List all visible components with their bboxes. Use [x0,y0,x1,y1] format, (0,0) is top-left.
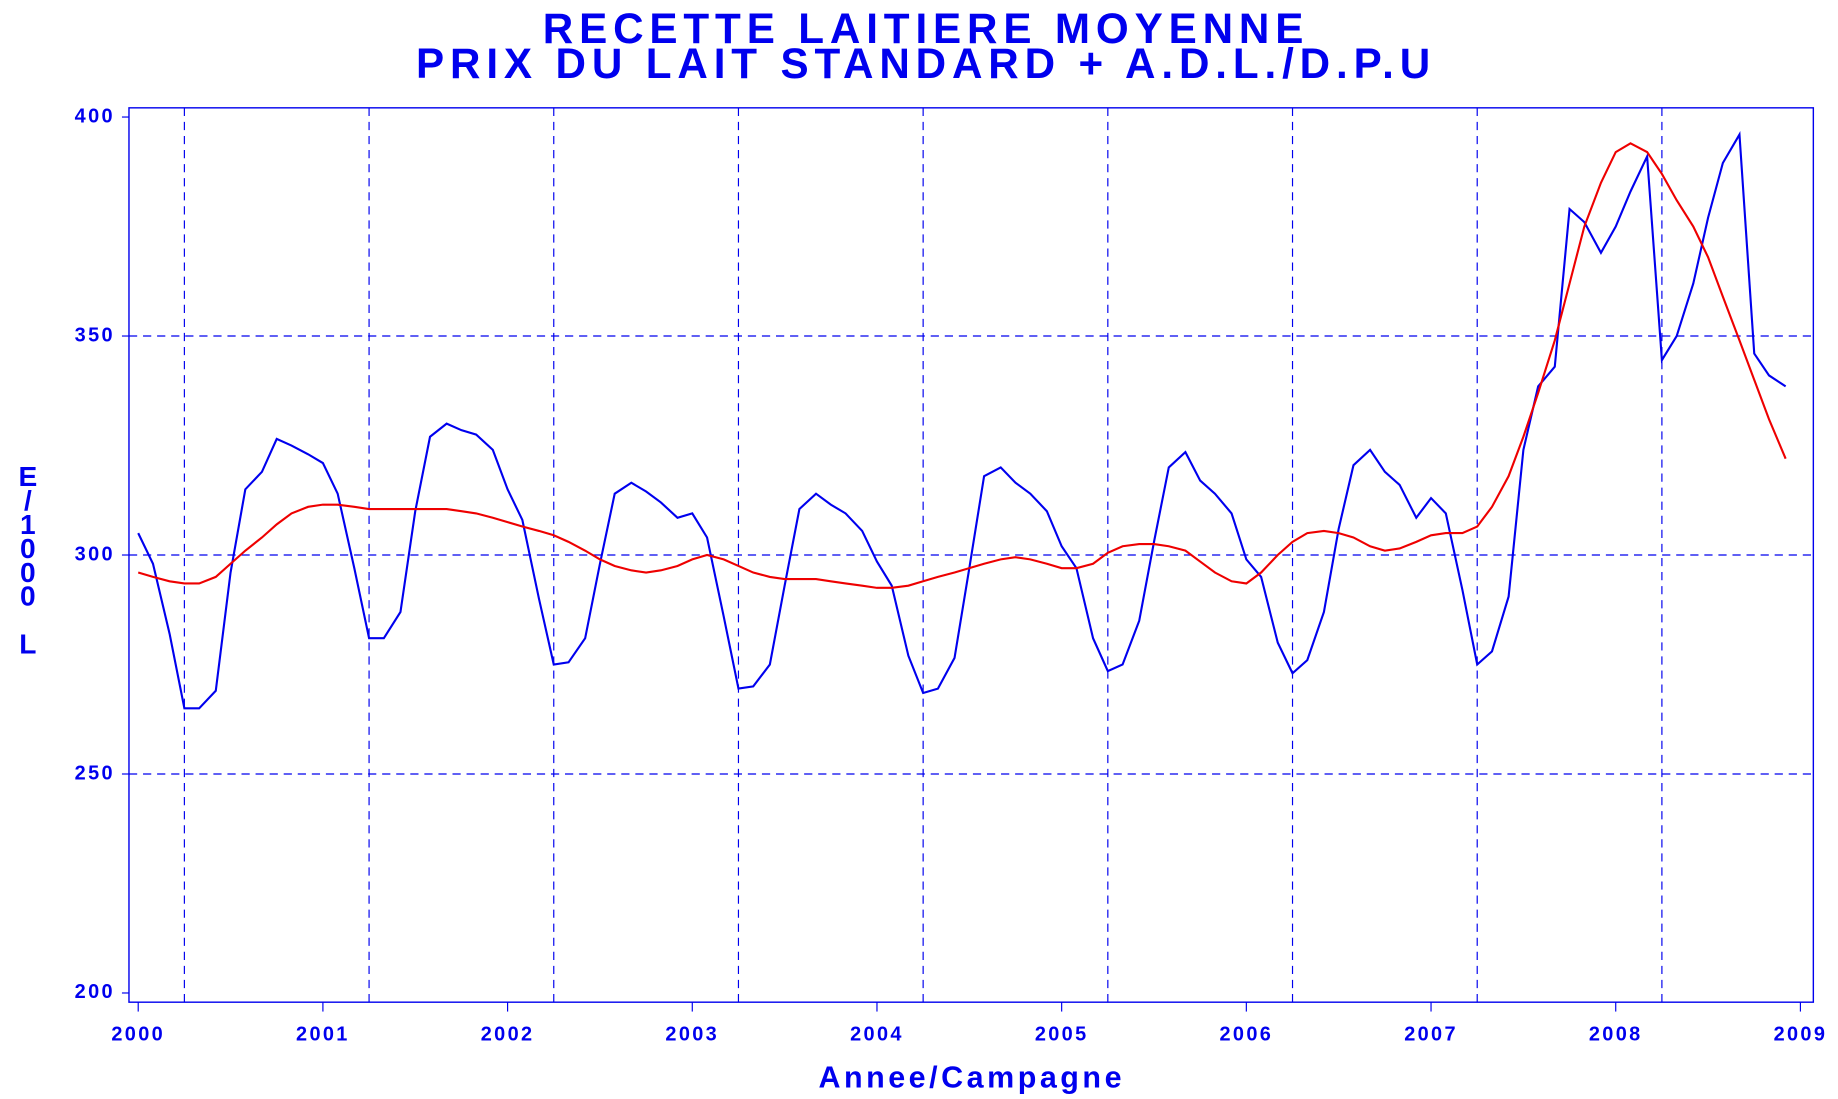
y-tick-label: 400 [75,105,115,127]
x-tick-label: 2005 [1035,1023,1089,1045]
x-tick-label: 2002 [481,1023,535,1045]
y-tick-label: 200 [75,981,115,1003]
x-tick-label: 2004 [850,1023,904,1045]
y-tick-label: 300 [75,543,115,565]
chart-subtitle: PRIX DU LAIT STANDARD + A.D.L./D.P.U [416,40,1436,87]
y-tick-label: 250 [75,762,115,784]
y-tick-label: 350 [75,324,115,346]
chart-title: RECETTE LAITIERE MOYENNE [543,5,1310,52]
series-line [137,142,1787,589]
x-tick-label: 2009 [1774,1023,1828,1045]
x-tick-label: 2006 [1220,1023,1274,1045]
x-tick-label: 2003 [665,1023,719,1045]
x-tick-label: 2000 [111,1023,165,1045]
x-tick-label: 2008 [1589,1023,1643,1045]
series-line [137,131,1787,710]
x-axis-label: Annee/Campagne [818,1061,1125,1095]
x-tick-label: 2007 [1404,1023,1458,1045]
y-axis-label: E/1000 L [12,461,43,654]
x-tick-label: 2001 [296,1023,350,1045]
